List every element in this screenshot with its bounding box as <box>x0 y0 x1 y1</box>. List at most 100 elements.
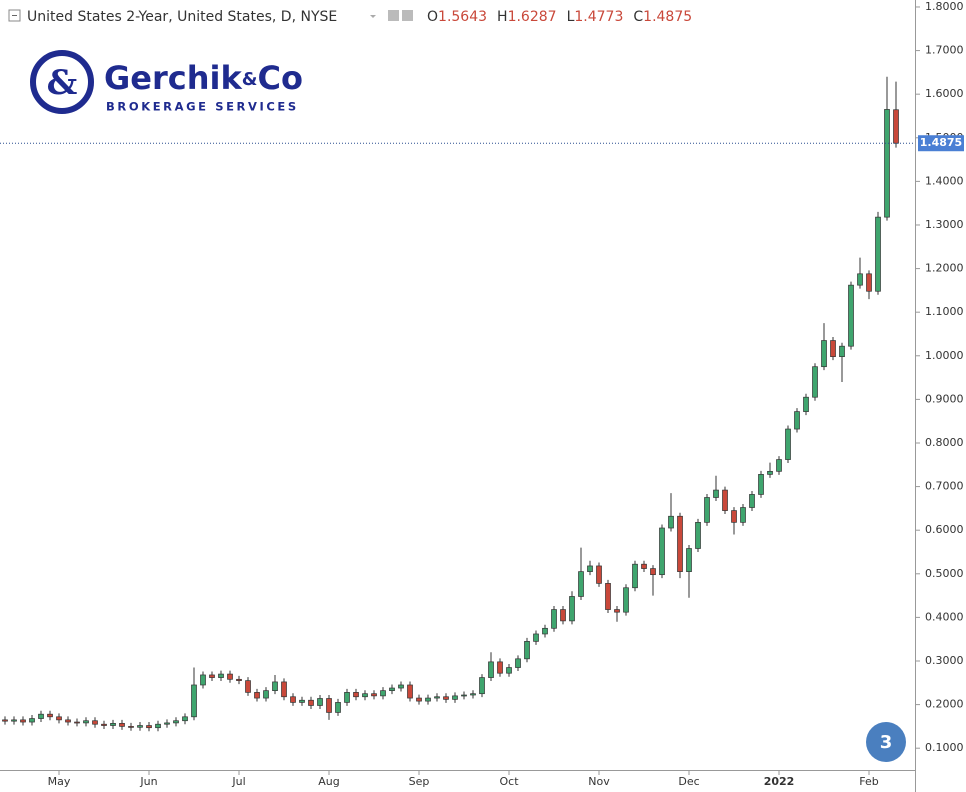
y-tick-label: 0.4000 <box>925 610 964 623</box>
candle-body <box>596 565 602 584</box>
candle-body <box>605 583 611 610</box>
candle-body <box>200 674 206 686</box>
y-tick-label: 1.2000 <box>925 262 964 275</box>
candle-body <box>380 690 386 697</box>
candle-body <box>425 697 431 702</box>
candle-body <box>767 470 773 475</box>
plot-area <box>0 76 915 732</box>
candle-body <box>632 563 638 589</box>
candle-body <box>785 428 791 460</box>
candle-body <box>74 721 80 724</box>
candle-body <box>848 284 854 347</box>
candle-body <box>173 720 179 724</box>
ohlc-value: 1.6287 <box>508 9 557 25</box>
candle-body <box>146 725 152 729</box>
candle-body <box>857 273 863 286</box>
candle-body <box>20 719 26 723</box>
candle-body <box>281 681 287 698</box>
candle-body <box>326 698 332 713</box>
y-tick-label: 1.3000 <box>925 218 964 231</box>
candle-body <box>686 548 692 572</box>
candle-body <box>254 692 260 699</box>
candle-body <box>722 489 728 511</box>
candle-body <box>335 702 341 713</box>
candle-body <box>803 396 809 412</box>
y-tick-label: 0.3000 <box>925 654 964 667</box>
candle-body <box>290 696 296 703</box>
candle-body <box>263 690 269 699</box>
candle-body <box>740 507 746 523</box>
header: United States 2-Year, United States, D, … <box>8 9 692 25</box>
x-tick-label: Oct <box>499 775 519 788</box>
candle-body <box>839 345 845 358</box>
settings-icon[interactable] <box>388 10 399 21</box>
candle-body <box>758 474 764 495</box>
candle-body <box>650 568 656 576</box>
ohlc-item: L1.4773 <box>567 9 624 25</box>
ohlc-key: H <box>497 9 508 25</box>
candle-body <box>794 411 800 430</box>
last-price-label: 1.4875 <box>920 136 962 149</box>
chart-title: United States 2-Year, United States, D, … <box>27 9 337 25</box>
candle-body <box>713 489 719 498</box>
candle-body <box>551 609 557 629</box>
candle-body <box>506 667 512 674</box>
x-tick-label: May <box>48 775 71 788</box>
y-tick-label: 1.0000 <box>925 349 964 362</box>
logo-mark: & <box>47 63 78 103</box>
candle-body <box>308 699 314 706</box>
y-tick-label: 1.1000 <box>925 305 964 318</box>
dropdown-arrow[interactable] <box>370 15 376 18</box>
candle-body <box>38 713 44 719</box>
candle-body <box>749 494 755 508</box>
candle-body <box>110 722 116 726</box>
candle-body <box>488 661 494 678</box>
ohlc-readout: O1.5643 H1.6287 L1.4773 C1.4875 <box>427 9 692 25</box>
candle-body <box>218 673 224 678</box>
candle-body <box>659 527 665 576</box>
candle-body <box>65 719 71 723</box>
logo-suffix: Co <box>257 59 302 97</box>
candle-body <box>443 696 449 700</box>
x-tick-label: 2022 <box>764 775 795 788</box>
candle-body <box>344 692 350 703</box>
candle-body <box>479 677 485 695</box>
y-tick-label: 0.1000 <box>925 741 964 754</box>
candle-body <box>119 722 125 727</box>
y-tick-label: 1.4000 <box>925 174 964 187</box>
candle-body <box>371 693 377 697</box>
candle-body <box>875 216 881 292</box>
candle-body <box>587 565 593 572</box>
badge[interactable] <box>866 722 906 762</box>
candle-body <box>884 109 890 218</box>
logo: & Gerchik&Co BROKERAGE SERVICES <box>30 50 303 114</box>
candle-body <box>533 633 539 642</box>
candle-body <box>299 699 305 703</box>
candle-body <box>2 719 8 722</box>
candle-body <box>245 680 251 693</box>
candle-body <box>542 627 548 635</box>
candle-body <box>362 693 368 698</box>
candle-body <box>452 695 458 700</box>
badge-label: 3 <box>880 732 893 753</box>
y-tick-label: 0.5000 <box>925 567 964 580</box>
x-tick-label: Aug <box>318 775 339 788</box>
candle-body <box>578 571 584 597</box>
candle-body <box>191 684 197 718</box>
ohlc-key: O <box>427 9 438 25</box>
candle-body <box>515 658 521 668</box>
candle-body <box>695 521 701 549</box>
candle-body <box>56 716 62 721</box>
settings-icon[interactable] <box>402 10 413 21</box>
candle-body <box>11 719 17 722</box>
candle-body <box>209 674 215 678</box>
candle-body <box>47 713 53 718</box>
x-tick-label: Sep <box>409 775 430 788</box>
candle-body <box>641 563 647 569</box>
y-tick-label: 0.6000 <box>925 523 964 536</box>
candle-body <box>623 587 629 613</box>
candle-body <box>416 697 422 702</box>
candle-body <box>317 698 323 706</box>
